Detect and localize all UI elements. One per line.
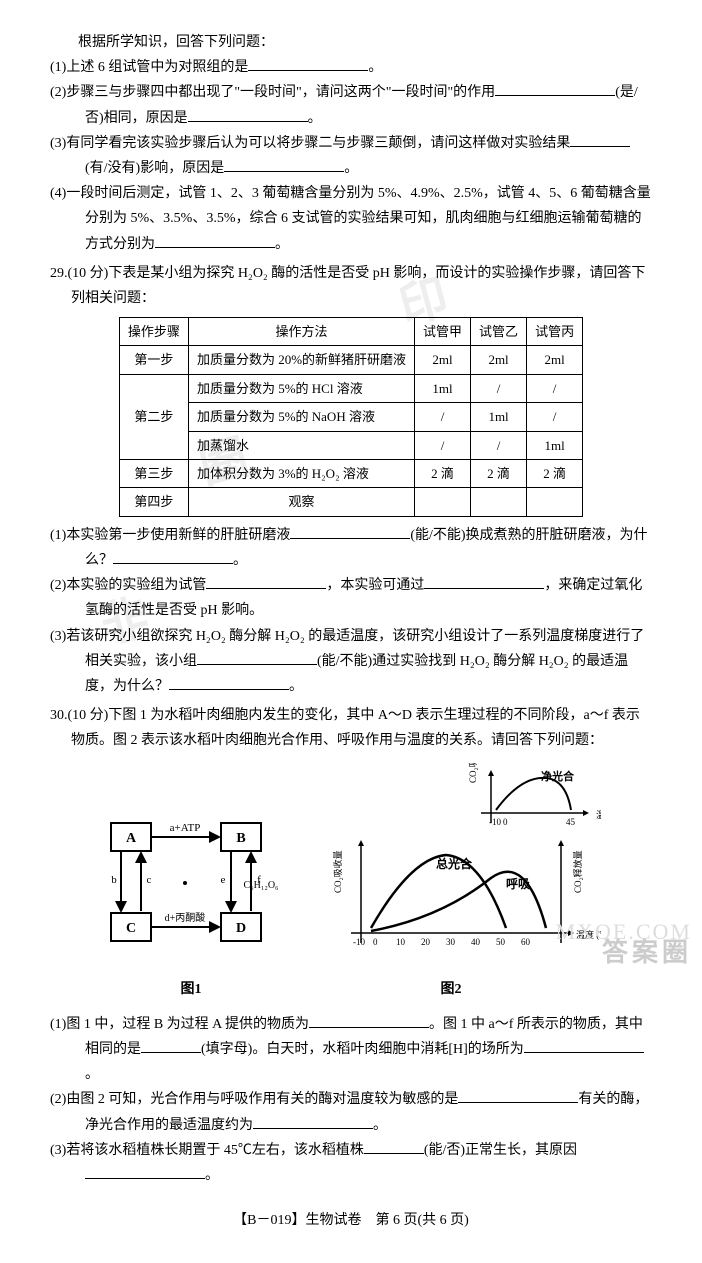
q29-stem: 29.(10 分)下表是某小组为探究 H₂O₂ 酶的活性是否受 pH 影响，而设… [71, 261, 652, 311]
svg-text:C: C [126, 921, 136, 936]
table-row: 加蒸馏水//1ml [119, 431, 582, 459]
svg-text:c: c [147, 874, 152, 886]
fig2-label: 图2 [301, 977, 601, 1002]
q28-3: (3)有同学看完该实验步骤后认为可以将步骤二与步骤三颠倒，请问这样做对实验结果(… [85, 131, 652, 181]
svg-text:CO₂吸收量: CO₂吸收量 [467, 763, 478, 783]
svg-text:C₆H₁₂O₆: C₆H₁₂O₆ [243, 880, 279, 891]
svg-text:A: A [126, 831, 137, 846]
q29-2: (2)本实验的实验组为试管，本实验可通过，来确定过氧化氢酶的活性是否受 pH 影… [85, 573, 652, 623]
svg-text:-10: -10 [353, 937, 365, 947]
table-row: 加质量分数为 5%的 NaOH 溶液/1ml/ [119, 403, 582, 431]
experiment-table: 操作步骤 操作方法 试管甲 试管乙 试管丙 第一步加质量分数为 20%的新鲜猪肝… [119, 317, 583, 517]
svg-text:0: 0 [373, 937, 378, 947]
q28-1: (1)上述 6 组试管中为对照组的是。 [85, 55, 652, 80]
figure-2: 净光合 -10 0 45 温度 (℃) CO₂吸收量 总光合 呼吸 [301, 763, 601, 1001]
table-row: 第四步观察 [119, 488, 582, 516]
page-footer: 【B－019】生物试卷 第 6 页(共 6 页) [50, 1208, 652, 1233]
q30-3: (3)若将该水稻植株长期置于 45℃左右，该水稻植株(能/否)正常生长，其原因。 [85, 1138, 652, 1188]
svg-text:净光合: 净光合 [541, 769, 575, 783]
table-row: 第一步加质量分数为 20%的新鲜猪肝研磨液2ml2ml2ml [119, 346, 582, 374]
svg-text:0: 0 [503, 817, 508, 827]
corner-brand: 答案圈 [602, 930, 692, 977]
q30-1: (1)图 1 中，过程 B 为过程 A 提供的物质为。图 1 中 a～f 所表示… [85, 1012, 652, 1088]
svg-text:D: D [236, 921, 246, 936]
svg-text:e: e [221, 874, 226, 886]
fig1-label: 图1 [101, 977, 281, 1002]
svg-text:呼吸: 呼吸 [506, 876, 531, 891]
q28-4: (4)一段时间后测定，试管 1、2、3 葡萄糖含量分别为 5%、4.9%、2.5… [85, 181, 652, 257]
figure-1: A B C D a+ATP b c e f d+丙酮酸 C₆H₁₂O₆ 图1 [101, 813, 281, 1001]
q28-2: (2)步骤三与步骤四中都出现了"一段时间"，请问这两个"一段时间"的作用(是/否… [85, 80, 652, 130]
table-row: 第三步加体积分数为 3%的 H₂O₂ 溶液2 滴2 滴2 滴 [119, 460, 582, 488]
svg-text:45: 45 [566, 817, 576, 827]
svg-text:30: 30 [446, 937, 456, 947]
q29-3: (3)若该研究小组欲探究 H₂O₂ 酶分解 H₂O₂ 的最适温度，该研究小组设计… [85, 624, 652, 700]
svg-text:总光合: 总光合 [436, 856, 473, 871]
svg-text:温度 (℃): 温度 (℃) [596, 809, 601, 820]
svg-text:d+丙酮酸: d+丙酮酸 [165, 911, 206, 924]
q29-1: (1)本实验第一步使用新鲜的肝脏研磨液(能/不能)换成煮熟的肝脏研磨液，为什么？… [85, 523, 652, 573]
q30-2: (2)由图 2 可知，光合作用与呼吸作用有关的酶对温度较为敏感的是有关的酶，净光… [85, 1087, 652, 1137]
svg-text:CO₂释放量: CO₂释放量 [572, 851, 583, 894]
q30-stem: 30.(10 分)下图 1 为水稻叶肉细胞内发生的变化，其中 A～D 表示生理过… [71, 703, 652, 753]
intro-text: 根据所学知识，回答下列问题： [78, 30, 652, 55]
svg-text:40: 40 [471, 937, 481, 947]
svg-text:B: B [236, 831, 245, 846]
table-row: 第二步加质量分数为 5%的 HCl 溶液1ml// [119, 374, 582, 402]
svg-text:-10: -10 [489, 817, 501, 827]
svg-text:10: 10 [396, 937, 406, 947]
svg-text:a+ATP: a+ATP [170, 822, 201, 834]
svg-text:50: 50 [496, 937, 506, 947]
svg-text:60: 60 [521, 937, 531, 947]
svg-text:b: b [111, 874, 117, 886]
svg-text:CO₂吸收量: CO₂吸收量 [332, 851, 343, 894]
svg-text:20: 20 [421, 937, 431, 947]
